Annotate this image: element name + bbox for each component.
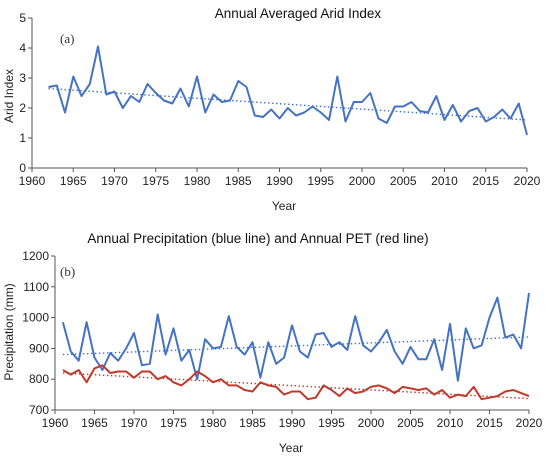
x-tick-label: 1980 — [184, 174, 211, 188]
chart-b-title: Annual Precipitation (blue line) and Ann… — [87, 231, 428, 246]
chart-b-x-axis-title: Year — [279, 441, 303, 455]
x-tick-label: 2010 — [437, 416, 464, 430]
y-tick-label: 5 — [19, 11, 26, 25]
chart-b-y-ticks: 700 800 900 1000 1100 1200 — [22, 249, 55, 417]
x-tick-label: 1965 — [60, 174, 87, 188]
y-tick-label: 1200 — [22, 249, 49, 263]
x-tick-label: 1960 — [42, 416, 69, 430]
chart-a-title: Annual Averaged Arid Index — [215, 6, 382, 21]
x-tick-label: 1980 — [200, 416, 227, 430]
chart-a-x-ticks: 1960 1965 1970 1975 1980 1985 1990 1995 2000 2005… — [19, 168, 541, 188]
y-tick-label: 1100 — [23, 280, 49, 294]
x-tick-label: 2010 — [431, 174, 458, 188]
x-tick-label: 1970 — [101, 174, 128, 188]
chart-b-x-ticks: 1960 1965 1970 1975 1980 1985 1990 1995 2000 2005… — [42, 410, 543, 430]
chart-a-x-axis-title: Year — [272, 199, 296, 213]
trend-line-b-3 — [62, 372, 530, 400]
y-tick-label: 1 — [19, 131, 26, 145]
x-tick-label: 1970 — [121, 416, 148, 430]
panel-a: Annual Averaged Arid Index (a) Arid Inde… — [2, 6, 541, 213]
chart-b-y-axis-title: Precipitation (mm) — [2, 283, 16, 380]
x-tick-label: 2020 — [516, 416, 543, 430]
x-tick-label: 2000 — [349, 174, 376, 188]
chart-a-series — [48, 45, 528, 136]
chart-b-series — [61, 292, 530, 401]
y-tick-label: 4 — [19, 41, 26, 55]
y-tick-label: 3 — [19, 71, 26, 85]
y-tick-label: 0 — [19, 161, 26, 175]
chart-a-y-axis-title: Arid Index — [2, 69, 16, 123]
trend-line-b-2 — [62, 336, 530, 356]
y-tick-label: 2 — [19, 101, 26, 115]
chart-b-axes — [54, 256, 529, 411]
chart-b-panel-label: (b) — [60, 264, 75, 279]
x-tick-label: 1960 — [19, 174, 46, 188]
chart-a-y-ticks: 0 1 2 3 4 5 — [19, 11, 32, 175]
panel-b: Annual Precipitation (blue line) and Ann… — [2, 231, 543, 455]
y-tick-label: 800 — [29, 372, 49, 386]
chart-a-panel-label: (a) — [60, 31, 74, 46]
x-tick-label: 1965 — [81, 416, 108, 430]
y-tick-label: 900 — [29, 341, 49, 355]
x-tick-label: 1975 — [142, 174, 169, 188]
x-tick-label: 2005 — [390, 174, 417, 188]
x-tick-label: 2005 — [397, 416, 424, 430]
x-tick-label: 2020 — [514, 174, 541, 188]
series-line-a-0 — [48, 45, 528, 136]
x-tick-label: 1995 — [318, 416, 345, 430]
series-line-b-1 — [62, 364, 530, 401]
x-tick-label: 2000 — [358, 416, 385, 430]
x-tick-label: 1975 — [160, 416, 187, 430]
y-tick-label: 700 — [29, 403, 49, 417]
x-tick-label: 1985 — [225, 174, 252, 188]
x-tick-label: 2015 — [472, 174, 499, 188]
x-tick-label: 1985 — [239, 416, 266, 430]
x-tick-label: 1995 — [307, 174, 334, 188]
y-tick-label: 1000 — [22, 311, 49, 325]
x-tick-label: 1990 — [266, 174, 293, 188]
x-tick-label: 1990 — [279, 416, 306, 430]
series-line-b-0 — [61, 292, 530, 382]
x-tick-label: 2015 — [476, 416, 503, 430]
